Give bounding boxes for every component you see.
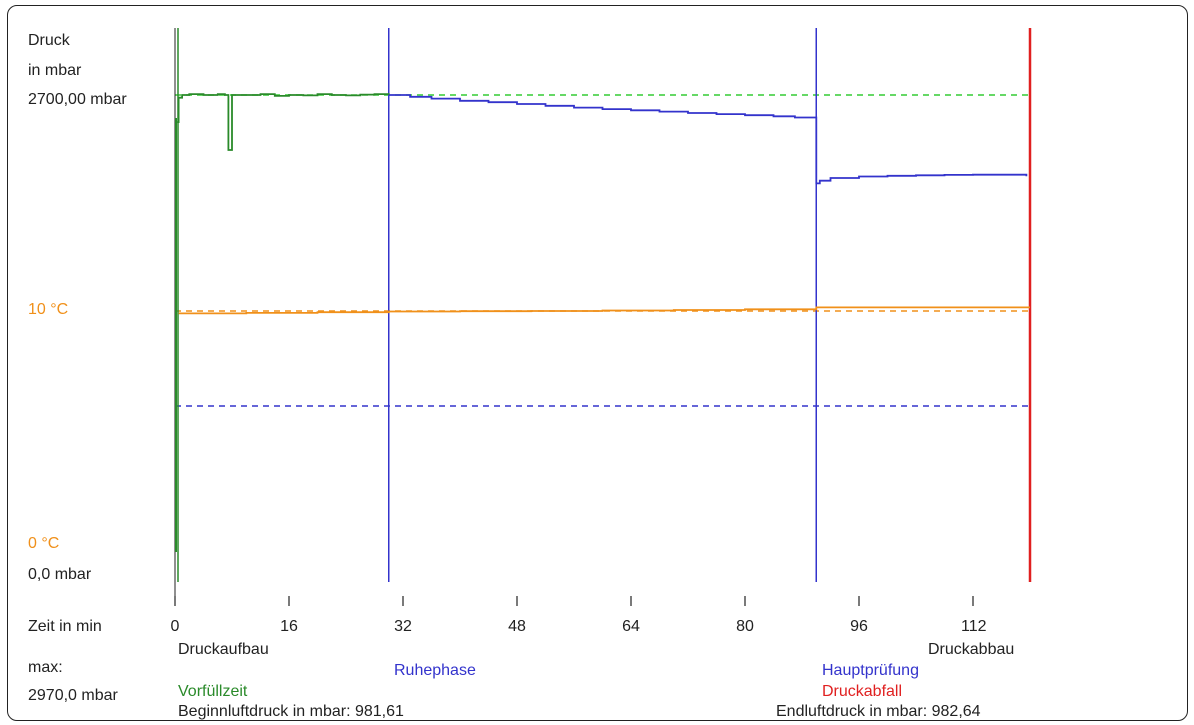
pressure-reference-label: 2700,00 mbar: [28, 91, 127, 108]
phase-build-up-label: Druckaufbau: [178, 641, 269, 658]
start-air-pressure: Beginnluftdruck in mbar: 981,61: [178, 703, 404, 720]
x-axis-title: Zeit in min: [28, 618, 102, 635]
phase-rest-label: Ruhephase: [394, 662, 476, 679]
x-tick-label: 16: [280, 618, 298, 635]
x-tick-label: 64: [622, 618, 640, 635]
phase-main-test-label: Hauptprüfung: [822, 662, 919, 679]
x-tick-label: 80: [736, 618, 754, 635]
series-line-2: [178, 306, 1030, 315]
x-tick-label: 112: [961, 618, 987, 635]
phase-prefill-label: Vorfüllzeit: [178, 683, 248, 700]
max-value: 2970,0 mbar: [28, 687, 118, 704]
x-tick-label: 48: [508, 618, 526, 635]
x-tick-label: 0: [170, 618, 180, 635]
pressure-drop-label: Druckabfall: [822, 683, 903, 700]
pressure-zero-label: 0,0 mbar: [28, 566, 92, 583]
end-air-pressure: Endluftdruck in mbar: 982,64: [776, 703, 981, 720]
x-tick-label: 96: [850, 618, 868, 635]
chart-frame: [7, 5, 1188, 721]
phase-release-label: Druckabbau: [928, 641, 1015, 658]
max-label: max:: [28, 659, 63, 676]
temperature-zero-label: 0 °C: [28, 535, 60, 552]
temperature-reference-label: 10 °C: [28, 301, 69, 318]
series-line-0: [177, 93, 390, 151]
pressure-axis-title-line2: in mbar: [28, 62, 82, 79]
pressure-axis-title-line1: Druck: [28, 32, 70, 49]
x-tick-label: 32: [394, 618, 412, 635]
series-line-1: [388, 94, 1028, 185]
